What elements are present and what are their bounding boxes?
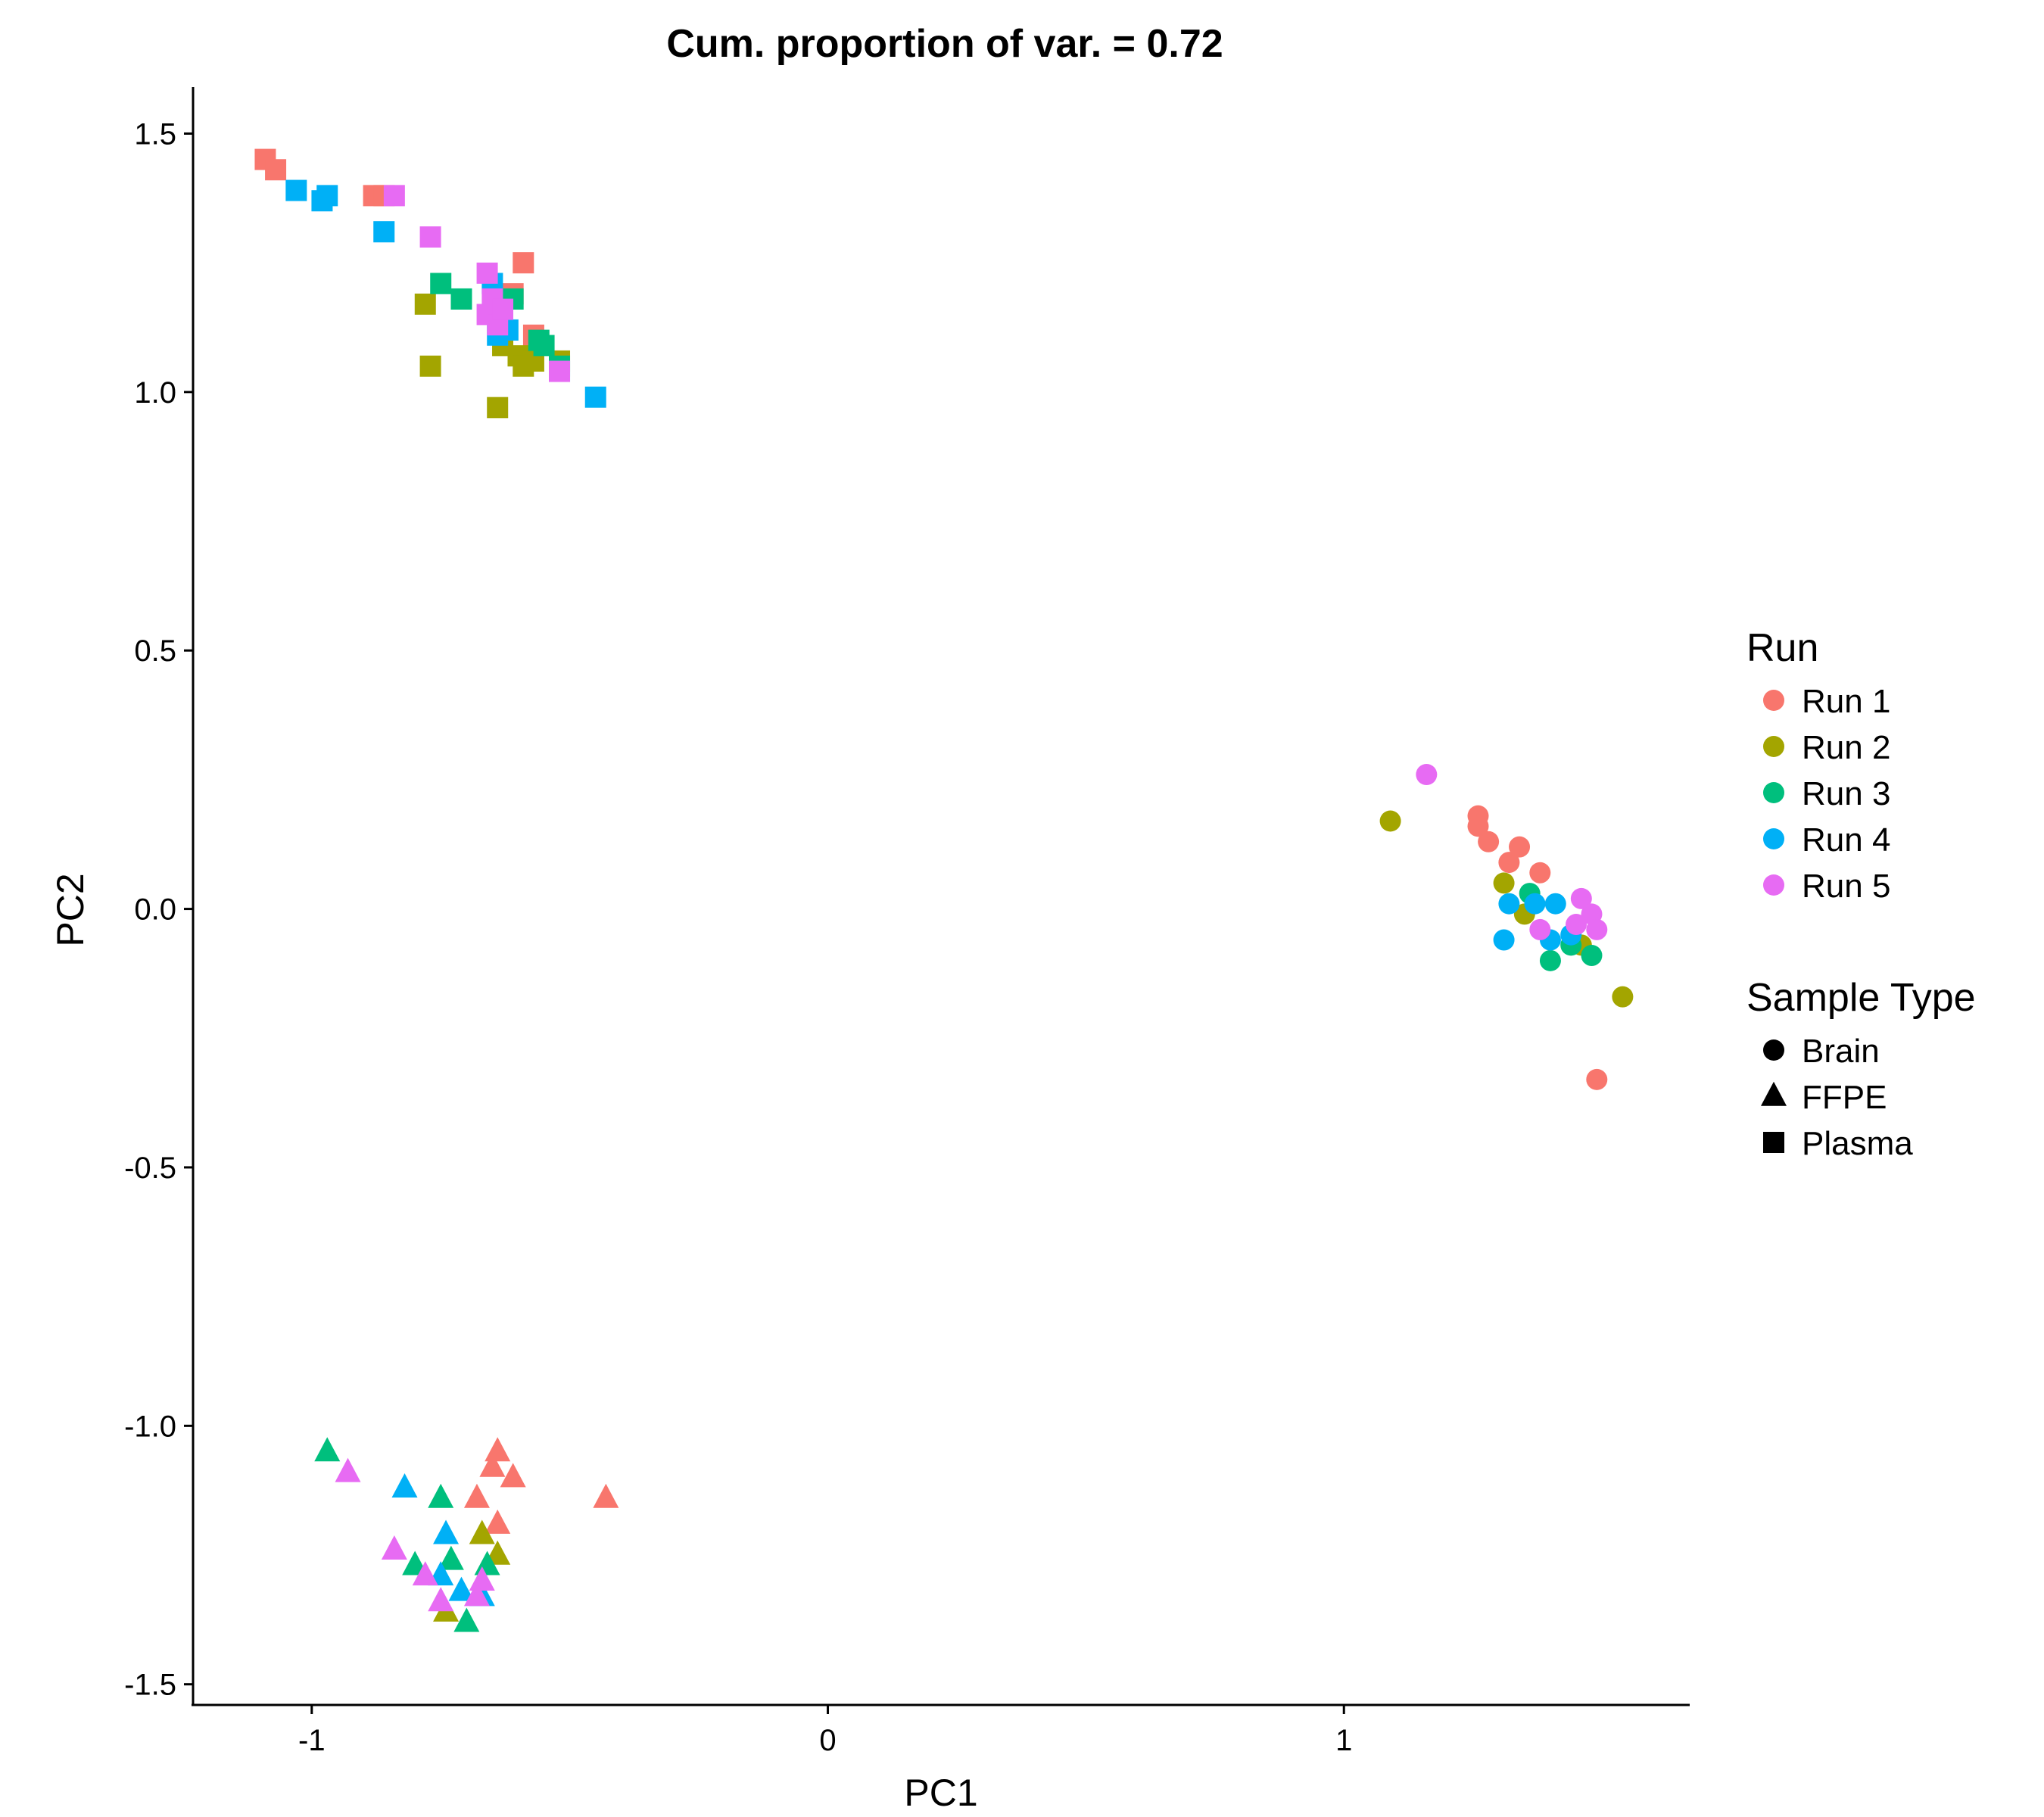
data-point-ffpe-run-3 — [314, 1437, 341, 1462]
data-point-plasma-run-5 — [383, 185, 405, 207]
data-point-ffpe-run-1 — [463, 1483, 490, 1508]
data-point-brain-run-4 — [1524, 893, 1546, 915]
legend-title-sample-type: Sample Type — [1746, 976, 1976, 1020]
data-point-ffpe-run-1 — [500, 1463, 526, 1488]
y-tick-label: 0.0 — [134, 893, 176, 927]
data-point-ffpe-run-1 — [485, 1509, 511, 1534]
data-point-plasma-run-4 — [316, 185, 338, 207]
data-point-ffpe-run-5 — [412, 1561, 438, 1586]
data-point-plasma-run-2 — [414, 293, 436, 315]
data-point-ffpe-run-1 — [485, 1437, 511, 1462]
data-point-ffpe-run-1 — [479, 1452, 506, 1477]
y-axis-title: PC2 — [49, 873, 92, 946]
legend-label-run-1: Run 1 — [1802, 683, 1890, 720]
data-point-brain-run-2 — [1493, 872, 1515, 894]
sample-type-legend-entries: Brain FFPE Plasma — [1761, 1033, 1913, 1162]
legend-key-run-2 — [1763, 736, 1784, 757]
data-point-ffpe-run-5 — [463, 1582, 490, 1607]
data-point-plasma-run-5 — [492, 298, 514, 320]
x-tick-label: 0 — [819, 1724, 836, 1757]
data-point-ffpe-run-4 — [391, 1473, 418, 1498]
data-point-ffpe-run-5 — [335, 1457, 361, 1482]
data-point-plasma-run-3 — [430, 273, 452, 295]
data-point-plasma-run-1 — [513, 252, 534, 274]
run-legend-entries: Run 1 Run 2 Run 3 Run 4 Run 5 — [1763, 683, 1890, 905]
legend-key-run-4 — [1763, 828, 1784, 849]
data-point-ffpe-run-3 — [428, 1483, 454, 1508]
x-tick-label: 1 — [1335, 1724, 1352, 1757]
data-point-brain-run-3 — [1581, 945, 1603, 967]
data-point-brain-run-2 — [1379, 810, 1401, 832]
legend: Run Run 1 Run 2 Run 3 Run 4 Run 5 Sample Typ… — [1746, 626, 1976, 1162]
data-point-ffpe-run-3 — [453, 1607, 480, 1632]
data-point-brain-run-1 — [1478, 831, 1500, 852]
data-point-brain-run-1 — [1586, 1068, 1608, 1090]
y-tick-label: -1.0 — [124, 1410, 176, 1443]
data-point-plasma-run-3 — [450, 288, 472, 310]
x-axis-title: PC1 — [904, 1772, 977, 1814]
legend-label-run-4: Run 4 — [1802, 821, 1890, 859]
data-point-ffpe-run-1 — [593, 1483, 619, 1508]
data-point-brain-run-1 — [1529, 862, 1551, 884]
data-point-ffpe-run-4 — [433, 1519, 460, 1544]
data-point-brain-run-5 — [1586, 918, 1608, 940]
data-point-plasma-run-2 — [419, 355, 441, 377]
legend-label-run-5: Run 5 — [1802, 868, 1890, 905]
data-point-ffpe-run-2 — [469, 1519, 495, 1544]
data-point-plasma-run-5 — [549, 360, 571, 382]
data-point-brain-run-4 — [1493, 929, 1515, 951]
y-tick-label: 0.5 — [134, 634, 176, 668]
legend-label-ffpe: FFPE — [1802, 1079, 1887, 1116]
y-tick-label: 1.0 — [134, 376, 176, 410]
data-point-plasma-run-4 — [285, 179, 307, 201]
legend-key-brain — [1763, 1039, 1784, 1061]
legend-key-ffpe — [1761, 1081, 1787, 1106]
x-tick-label: -1 — [298, 1724, 326, 1757]
y-tick-label: -1.5 — [124, 1669, 176, 1702]
y-tick-label: -0.5 — [124, 1152, 176, 1185]
legend-label-brain: Brain — [1802, 1033, 1880, 1070]
data-point-brain-run-5 — [1570, 887, 1592, 909]
y-tick-label: 1.5 — [134, 117, 176, 151]
data-point-ffpe-run-3 — [438, 1545, 464, 1570]
data-point-brain-run-1 — [1509, 836, 1531, 858]
data-point-plasma-run-5 — [476, 262, 498, 284]
data-point-brain-run-4 — [1498, 893, 1520, 915]
chart-title: Cum. proportion of var. = 0.72 — [666, 22, 1223, 66]
data-points — [254, 148, 1634, 1632]
data-point-brain-run-2 — [1612, 986, 1634, 1008]
data-point-plasma-run-1 — [265, 159, 287, 181]
data-point-brain-run-5 — [1566, 914, 1588, 936]
y-axis-ticks: 1.5 1.0 0.5 0.0 -0.5 -1.0 -1.5 — [124, 117, 193, 1702]
data-point-brain-run-1 — [1498, 852, 1520, 874]
data-point-brain-run-1 — [1467, 815, 1489, 837]
data-point-plasma-run-4 — [584, 386, 606, 408]
legend-label-plasma: Plasma — [1802, 1125, 1913, 1162]
legend-title-run: Run — [1746, 626, 1818, 670]
data-point-plasma-run-4 — [373, 221, 395, 243]
data-point-brain-run-5 — [1416, 764, 1438, 786]
data-point-ffpe-run-4 — [448, 1576, 475, 1601]
data-point-plasma-run-3 — [533, 335, 555, 357]
legend-key-run-3 — [1763, 782, 1784, 803]
legend-key-run-5 — [1763, 874, 1784, 896]
data-point-plasma-run-5 — [419, 226, 441, 248]
data-point-brain-run-5 — [1529, 918, 1551, 940]
data-point-ffpe-run-5 — [428, 1587, 454, 1612]
legend-label-run-3: Run 3 — [1802, 775, 1890, 812]
legend-key-run-1 — [1763, 690, 1784, 711]
legend-key-plasma — [1763, 1132, 1784, 1153]
data-point-ffpe-run-5 — [381, 1535, 407, 1560]
data-point-brain-run-4 — [1544, 893, 1566, 915]
data-point-brain-run-3 — [1539, 949, 1561, 971]
data-point-plasma-run-2 — [487, 397, 509, 419]
legend-label-run-2: Run 2 — [1802, 729, 1890, 766]
x-axis-ticks: -1 0 1 — [298, 1705, 1352, 1757]
